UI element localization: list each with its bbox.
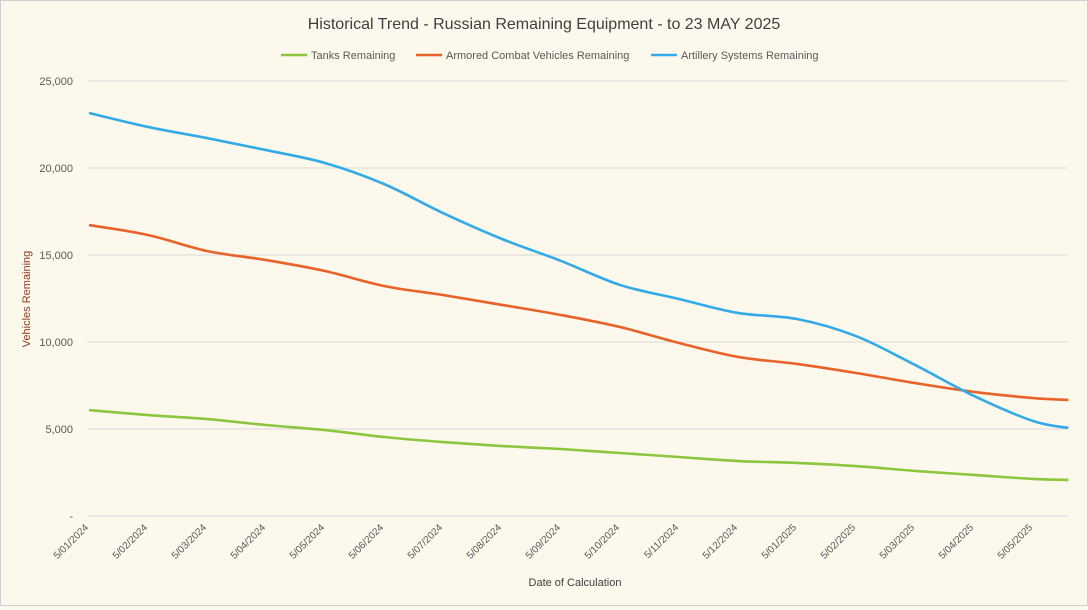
- y-tick-label: 15,000: [39, 250, 73, 262]
- y-axis-label: Vehicles Remaining: [21, 251, 33, 348]
- x-tick-label: 5/01/2024: [52, 522, 92, 562]
- x-tick-label: 5/02/2024: [111, 522, 151, 562]
- series-line-1: [89, 225, 1068, 400]
- x-tick-label: 5/08/2024: [465, 522, 505, 562]
- y-tick-label: 20,000: [39, 163, 73, 175]
- legend-label: Armored Combat Vehicles Remaining: [446, 50, 629, 62]
- x-tick-label: 5/09/2024: [524, 522, 564, 562]
- legend-label: Artillery Systems Remaining: [681, 50, 819, 62]
- x-tick-label: 5/05/2025: [996, 522, 1036, 562]
- y-tick-label: 25,000: [39, 76, 73, 88]
- x-tick-label: 5/01/2025: [760, 522, 800, 562]
- x-tick-label: 5/06/2024: [347, 522, 387, 562]
- x-axis-label: Date of Calculation: [529, 577, 622, 589]
- x-tick-label: 5/04/2024: [229, 522, 269, 562]
- x-tick-label: 5/11/2024: [642, 522, 681, 561]
- series-line-0: [89, 410, 1068, 480]
- x-tick-label: 5/03/2025: [878, 522, 918, 562]
- x-tick-label: 5/02/2025: [819, 522, 859, 562]
- series-line-2: [89, 113, 1068, 428]
- x-tick-label: 5/10/2024: [583, 522, 623, 562]
- x-tick-label: 5/07/2024: [406, 522, 446, 562]
- y-tick-label: 5,000: [45, 424, 73, 436]
- x-tick-label: 5/12/2024: [701, 522, 741, 562]
- x-tick-label: 5/03/2024: [170, 522, 210, 562]
- y-axis-ticks: - 5,000 10,000 15,000 20,000 25,000: [39, 76, 73, 523]
- legend: Tanks Remaining Armored Combat Vehicles R…: [281, 50, 819, 62]
- y-tick-label: -: [69, 511, 73, 523]
- x-tick-label: 5/05/2024: [288, 522, 328, 562]
- chart-title: Historical Trend - Russian Remaining Equ…: [308, 16, 781, 33]
- x-tick-label: 5/04/2025: [937, 522, 977, 562]
- x-axis-ticks: 5/01/2024 5/02/2024 5/03/2024 5/04/2024 5/05…: [52, 522, 1036, 562]
- legend-label: Tanks Remaining: [311, 50, 395, 62]
- y-tick-label: 10,000: [39, 337, 73, 349]
